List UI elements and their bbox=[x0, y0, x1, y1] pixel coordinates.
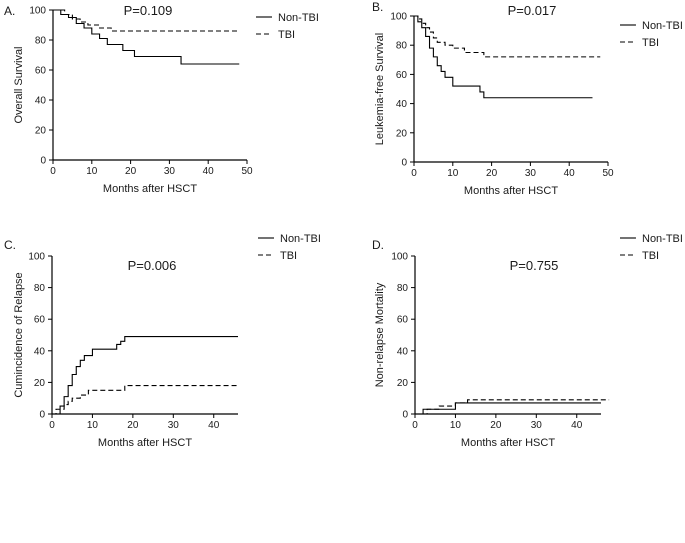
p-value-annotation: P=0.006 bbox=[128, 258, 177, 273]
x-axis-title: Months after HSCT bbox=[461, 437, 555, 449]
x-tick-label: 10 bbox=[86, 166, 98, 177]
x-tick-label: 30 bbox=[168, 420, 180, 431]
y-tick-label: 100 bbox=[391, 252, 408, 263]
x-tick-label: 20 bbox=[125, 166, 137, 177]
y-axis-title: Leukemia-free Survival bbox=[374, 33, 386, 146]
x-tick-label: 50 bbox=[241, 166, 253, 177]
x-tick-label: 20 bbox=[486, 168, 498, 179]
y-axis-title: Cumincidence of Relapse bbox=[13, 272, 25, 397]
x-tick-label: 40 bbox=[208, 420, 220, 431]
x-axis-title: Months after HSCT bbox=[464, 185, 558, 197]
y-tick-label: 20 bbox=[396, 128, 408, 139]
y-tick-label: 80 bbox=[34, 283, 46, 294]
x-tick-label: 10 bbox=[447, 168, 459, 179]
legend-label-non-tbi: Non-TBI bbox=[278, 12, 319, 24]
panel-2: B. P=0.017 0 20 40 60 80 100 0 10 20 30 40 50 Months a… bbox=[372, 0, 683, 197]
legend-label-tbi: TBI bbox=[278, 29, 295, 41]
x-axis-title: Months after HSCT bbox=[98, 437, 192, 449]
y-tick-label: 60 bbox=[396, 70, 408, 81]
series-line-tbi bbox=[53, 9, 240, 32]
y-tick-label: 20 bbox=[397, 378, 409, 389]
legend-label-non-tbi: Non-TBI bbox=[642, 233, 683, 245]
x-axis-title: Months after HSCT bbox=[103, 183, 197, 195]
series-line-non-tbi bbox=[52, 336, 238, 415]
legend-label-tbi: TBI bbox=[280, 250, 297, 262]
x-tick-label: 10 bbox=[87, 420, 99, 431]
p-value-annotation: P=0.755 bbox=[510, 258, 559, 273]
y-tick-label: 80 bbox=[397, 283, 409, 294]
x-tick-label: 40 bbox=[571, 420, 583, 431]
y-tick-label: 100 bbox=[29, 6, 46, 17]
x-tick-label: 20 bbox=[127, 420, 139, 431]
x-tick-label: 0 bbox=[49, 420, 55, 431]
y-axis-title: Non-relapse Mortality bbox=[374, 282, 386, 387]
y-tick-label: 0 bbox=[39, 410, 45, 421]
panel-label: D. bbox=[372, 238, 384, 252]
series-line-non-tbi bbox=[415, 402, 601, 415]
panel-label: C. bbox=[4, 238, 16, 252]
y-tick-label: 0 bbox=[402, 410, 408, 421]
y-tick-label: 80 bbox=[396, 41, 408, 52]
x-tick-label: 10 bbox=[450, 420, 462, 431]
series-line-tbi bbox=[415, 399, 610, 415]
x-tick-label: 30 bbox=[531, 420, 543, 431]
y-tick-label: 100 bbox=[390, 12, 407, 23]
y-tick-label: 100 bbox=[28, 252, 45, 263]
series-line-tbi bbox=[414, 15, 601, 58]
y-axis-title: Overall Survival bbox=[13, 46, 25, 123]
legend-label-tbi: TBI bbox=[642, 37, 659, 49]
y-tick-label: 0 bbox=[40, 156, 46, 167]
y-tick-label: 60 bbox=[34, 315, 46, 326]
x-tick-label: 40 bbox=[203, 166, 215, 177]
panel-label: A. bbox=[4, 4, 15, 18]
y-tick-label: 0 bbox=[401, 158, 407, 169]
y-tick-label: 20 bbox=[35, 126, 47, 137]
series-line-non-tbi bbox=[414, 15, 593, 99]
series-line-non-tbi bbox=[53, 9, 240, 65]
legend-label-non-tbi: Non-TBI bbox=[642, 20, 683, 32]
y-tick-label: 20 bbox=[34, 378, 46, 389]
y-tick-label: 60 bbox=[397, 315, 409, 326]
p-value-annotation: P=0.109 bbox=[124, 3, 173, 18]
y-tick-label: 40 bbox=[34, 346, 46, 357]
y-tick-label: 40 bbox=[397, 346, 409, 357]
y-tick-label: 60 bbox=[35, 66, 47, 77]
x-tick-label: 30 bbox=[164, 166, 176, 177]
panel-label: B. bbox=[372, 0, 383, 14]
x-tick-label: 30 bbox=[525, 168, 537, 179]
legend-label-tbi: TBI bbox=[642, 250, 659, 262]
p-value-annotation: P=0.017 bbox=[508, 3, 557, 18]
y-tick-label: 40 bbox=[396, 99, 408, 110]
x-tick-label: 50 bbox=[602, 168, 614, 179]
x-tick-label: 40 bbox=[564, 168, 576, 179]
x-tick-label: 0 bbox=[411, 168, 417, 179]
x-tick-label: 20 bbox=[490, 420, 502, 431]
panel-1: A. P=0.109 0 20 40 60 80 100 0 10 20 30 40 50 Months a… bbox=[4, 3, 319, 195]
series-line-tbi bbox=[52, 385, 238, 415]
panel-3: C. P=0.006 0 20 40 60 80 100 0 10 20 30 40 Months aft… bbox=[4, 233, 321, 449]
legend-label-non-tbi: Non-TBI bbox=[280, 233, 321, 245]
x-tick-label: 0 bbox=[50, 166, 56, 177]
x-tick-label: 0 bbox=[412, 420, 418, 431]
panel-4: D. P=0.755 0 20 40 60 80 100 0 10 20 30 40 Months aft… bbox=[372, 233, 683, 449]
y-tick-label: 40 bbox=[35, 96, 47, 107]
y-tick-label: 80 bbox=[35, 36, 47, 47]
